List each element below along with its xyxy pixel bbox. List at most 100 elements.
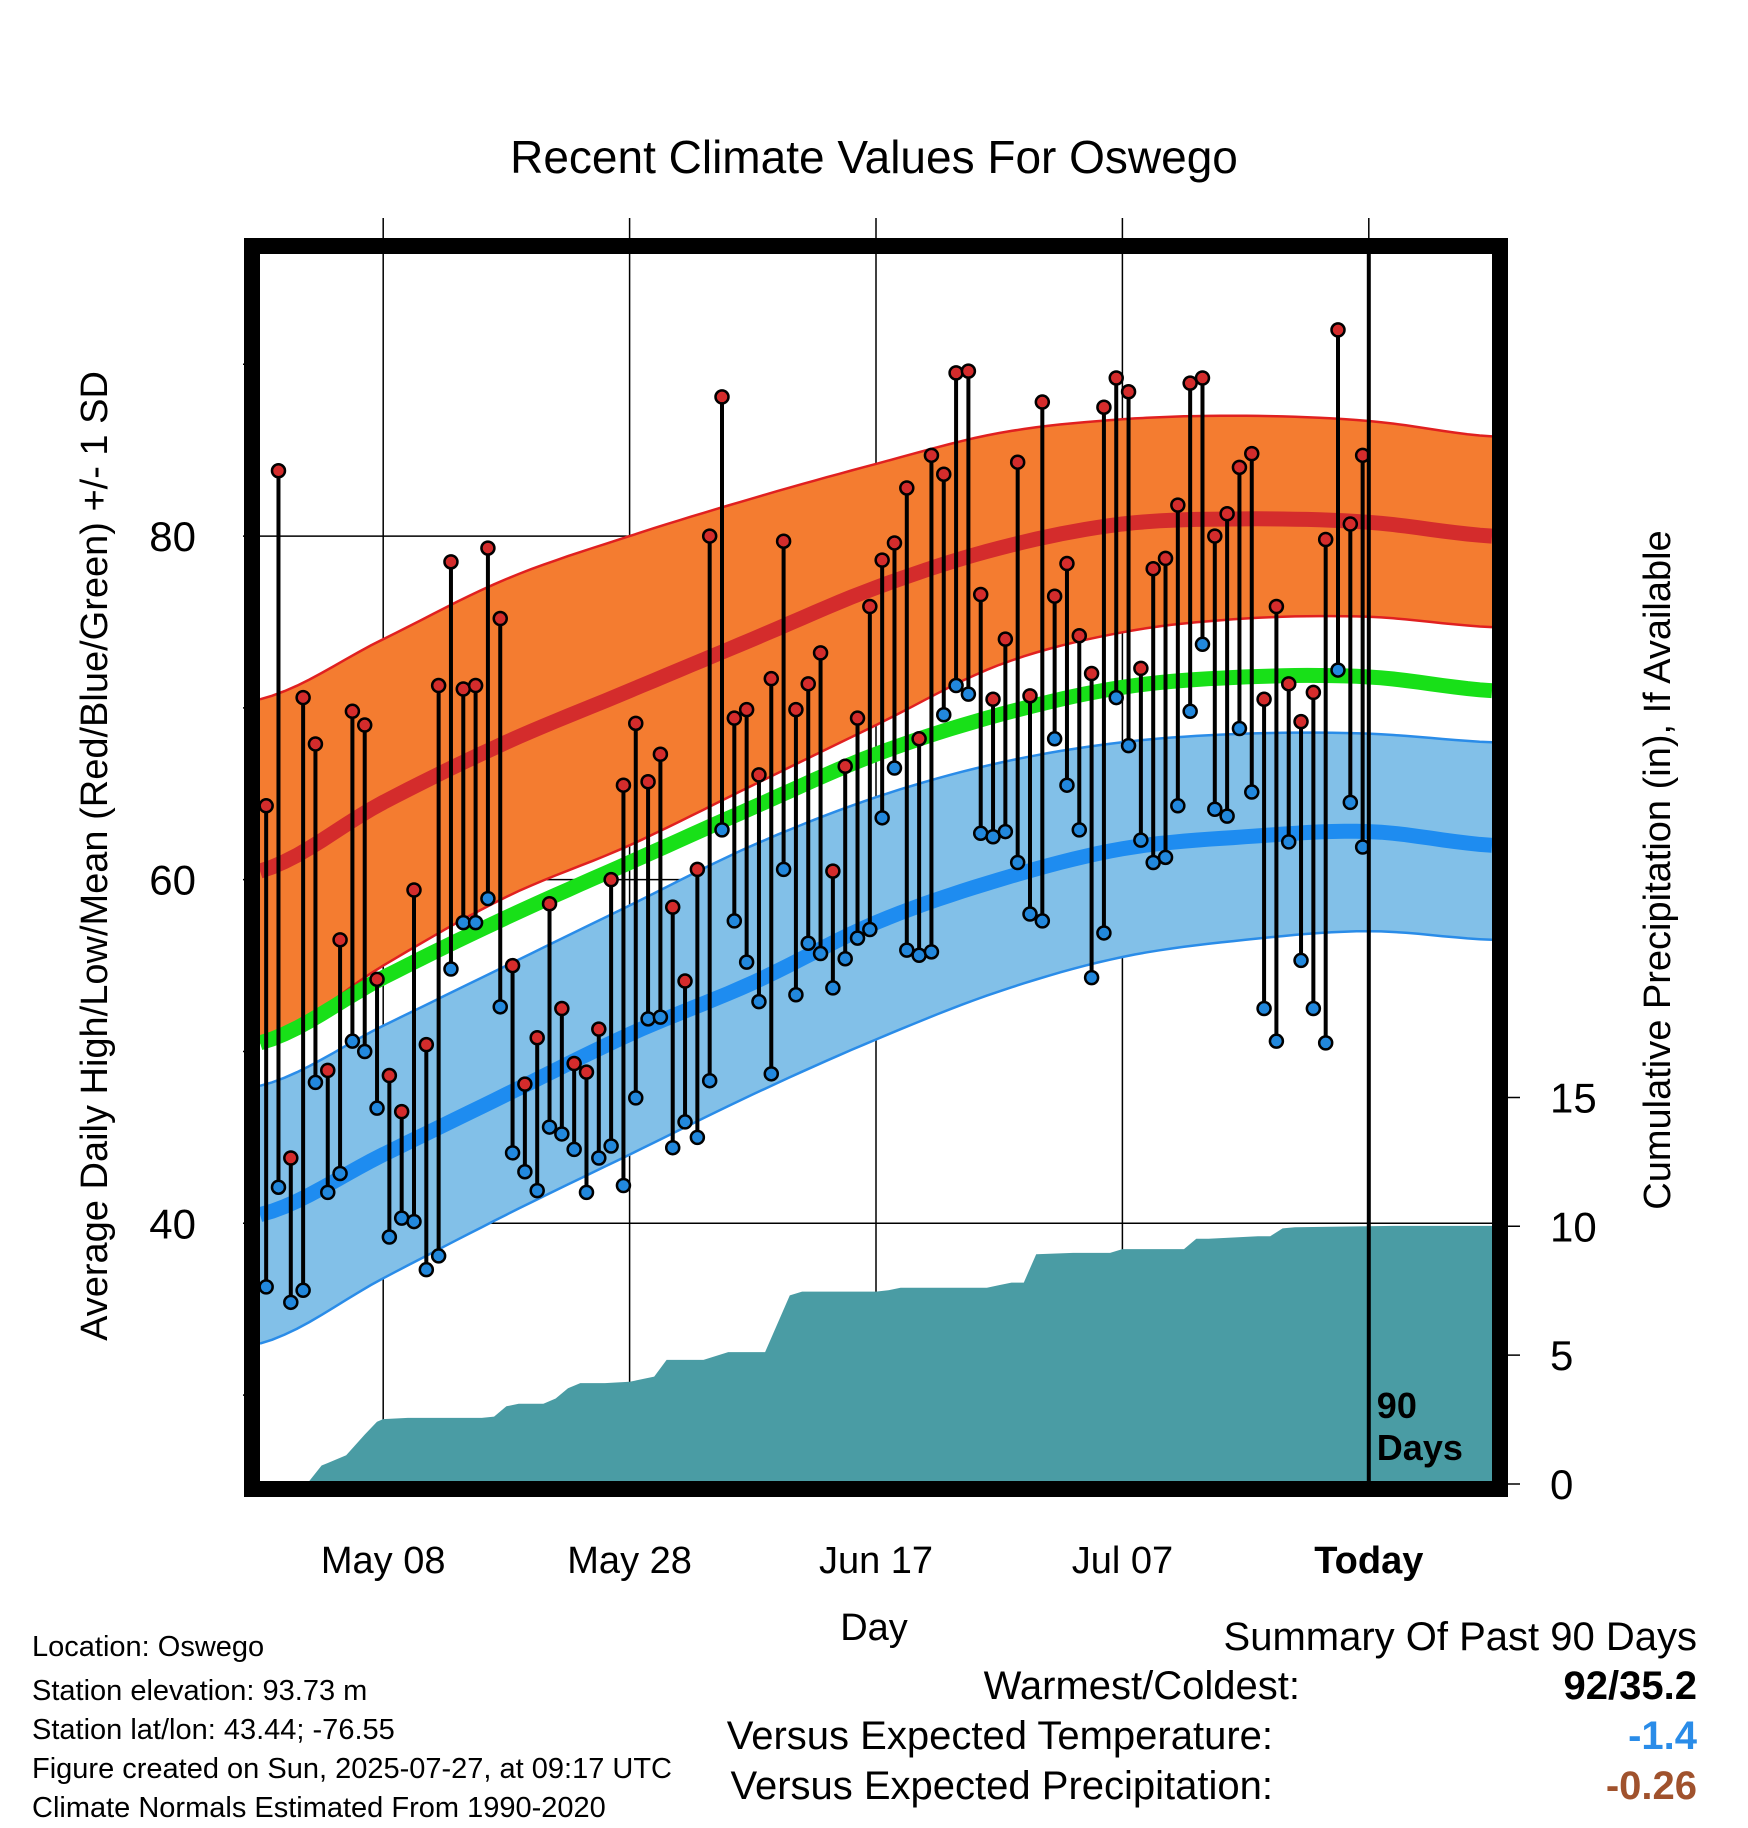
- high-point-13: [418, 1036, 435, 1053]
- high-point-24: [554, 1000, 570, 1017]
- low-point-45: [812, 945, 829, 962]
- high-point-76: [1194, 370, 1211, 386]
- low-point-13: [418, 1261, 435, 1278]
- summary-temp-value: -1.4: [1628, 1714, 1697, 1758]
- high-point-81: [1256, 691, 1272, 708]
- high-point-43: [788, 701, 804, 718]
- y-tick-label-right-2: 10: [1550, 1203, 1597, 1250]
- high-point-75: [1182, 375, 1198, 391]
- high-point-1: [270, 463, 287, 479]
- low-point-24: [554, 1126, 570, 1142]
- high-point-40: [751, 767, 767, 783]
- high-point-35: [689, 861, 706, 878]
- high-point-22: [529, 1029, 545, 1046]
- low-point-63: [1034, 913, 1051, 929]
- high-point-25: [566, 1055, 582, 1072]
- high-point-44: [800, 676, 816, 692]
- high-point-3: [295, 689, 311, 706]
- low-point-19: [492, 999, 508, 1015]
- high-point-69: [1108, 370, 1124, 386]
- low-point-39: [738, 954, 755, 970]
- low-point-85: [1305, 1000, 1322, 1017]
- low-point-17: [467, 914, 484, 931]
- low-point-60: [997, 823, 1014, 840]
- low-point-34: [677, 1114, 693, 1130]
- high-point-47: [837, 758, 853, 775]
- info-elevation: Station elevation: 93.73 m: [32, 1675, 368, 1707]
- low-point-71: [1133, 832, 1149, 848]
- high-point-36: [701, 528, 718, 544]
- low-point-12: [406, 1213, 422, 1230]
- normal-low-mean-line: [257, 823, 1493, 1222]
- low-point-5: [320, 1184, 336, 1201]
- high-point-77: [1207, 528, 1223, 544]
- low-point-62: [1022, 906, 1038, 922]
- y-tick-label-left-0: 40: [149, 1200, 196, 1247]
- summary-temp-label: Versus Expected Temperature:: [726, 1714, 1273, 1758]
- summary-title: Summary Of Past 90 Days: [1223, 1615, 1697, 1659]
- high-point-26: [578, 1064, 595, 1080]
- high-point-45: [812, 645, 829, 661]
- high-point-0: [258, 798, 274, 814]
- high-point-21: [517, 1076, 533, 1092]
- high-point-66: [1071, 627, 1088, 644]
- low-point-73: [1157, 849, 1174, 866]
- low-point-30: [628, 1090, 644, 1106]
- daily-temperature-marks: [258, 322, 1371, 1311]
- info-normals: Climate Normals Estimated From 1990-2020: [32, 1792, 606, 1824]
- low-point-79: [1231, 720, 1248, 737]
- high-point-86: [1317, 531, 1334, 548]
- normal-high-upper-edge: [259, 414, 1493, 701]
- high-point-51: [886, 535, 903, 551]
- low-point-70: [1120, 737, 1137, 754]
- high-point-42: [775, 533, 792, 549]
- high-point-67: [1083, 665, 1100, 682]
- high-point-63: [1034, 394, 1051, 410]
- y-axis-label-left: Average Daily High/Low/Mean (Red/Blue/Gr…: [74, 371, 116, 1341]
- low-point-80: [1244, 784, 1260, 800]
- low-point-48: [849, 930, 866, 946]
- info-location: Location: Oswego: [32, 1631, 265, 1663]
- low-point-81: [1256, 1000, 1272, 1017]
- low-point-38: [726, 913, 743, 929]
- y-tick-label-right-0: 0: [1550, 1461, 1573, 1508]
- high-point-56: [948, 365, 964, 381]
- low-point-58: [972, 825, 989, 842]
- low-point-26: [578, 1184, 595, 1201]
- high-point-32: [652, 746, 669, 763]
- low-point-55: [936, 706, 952, 723]
- low-point-43: [788, 987, 804, 1003]
- high-point-52: [899, 480, 915, 496]
- y-tick-label-right-3: 15: [1550, 1074, 1597, 1121]
- low-point-50: [874, 810, 890, 826]
- low-point-87: [1330, 662, 1346, 678]
- high-point-9: [369, 971, 385, 988]
- x-tick-label-3: Jul 07: [1072, 1540, 1173, 1582]
- high-point-7: [344, 703, 361, 720]
- normal-high-mean-line: [257, 511, 1493, 879]
- low-point-49: [862, 921, 878, 938]
- low-point-15: [443, 961, 459, 977]
- y-axis-label-right: Cumulative Precipitation (in), If Availa…: [1637, 530, 1679, 1209]
- high-point-37: [714, 389, 730, 405]
- low-point-33: [664, 1139, 681, 1156]
- low-point-44: [800, 935, 816, 951]
- high-point-58: [972, 586, 989, 603]
- high-point-59: [985, 691, 1001, 708]
- high-point-57: [960, 363, 977, 379]
- low-point-61: [1009, 854, 1026, 871]
- low-point-64: [1046, 731, 1063, 747]
- low-point-42: [775, 861, 792, 878]
- high-point-79: [1231, 459, 1248, 476]
- high-point-80: [1244, 445, 1260, 462]
- today-days-label: 90: [1377, 1385, 1417, 1426]
- low-point-53: [911, 947, 927, 964]
- low-point-88: [1342, 794, 1359, 811]
- high-point-46: [825, 863, 841, 879]
- high-point-88: [1342, 516, 1359, 532]
- low-point-37: [714, 822, 730, 838]
- x-tick-label-2: Jun 17: [819, 1540, 933, 1582]
- low-point-76: [1194, 636, 1211, 653]
- summary-warmest-label: Warmest/Coldest:: [983, 1664, 1300, 1708]
